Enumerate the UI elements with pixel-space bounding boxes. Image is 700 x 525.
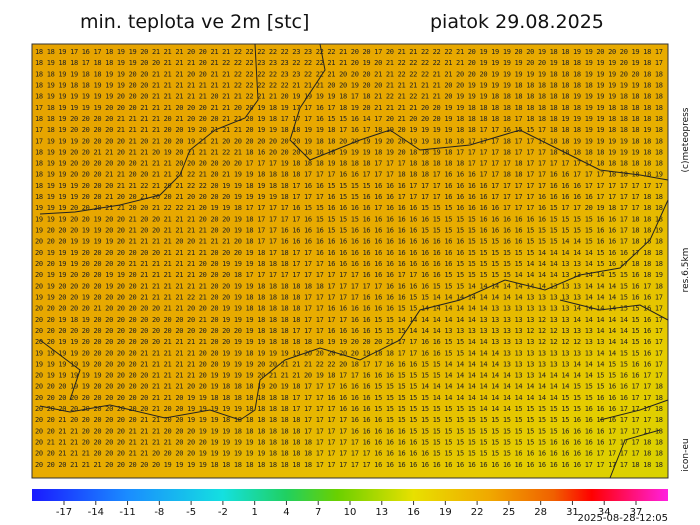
run-time: 2025-08-28-12:05 [577,513,668,524]
colorbar-label: -5 [186,507,196,518]
grid-row: 20 19 19 20 20 20 19 19 20 21 21 21 21 2… [35,271,663,279]
grid-row: 18 18 19 17 16 17 18 19 19 20 21 21 21 2… [35,48,663,56]
grid-row: 18 19 19 20 20 20 20 20 20 21 21 21 20 2… [35,160,663,168]
resolution: res.6.5km [681,248,691,293]
colorbar-label: 28 [534,507,547,518]
model: icon-eu [681,438,691,471]
grid-row: 20 20 19 18 19 20 20 20 20 20 20 20 20 2… [35,316,663,324]
grid-row: 19 19 19 19 19 20 20 20 20 21 21 21 21 2… [35,360,663,368]
colorbar-label: 31 [566,507,579,518]
colorbar-label: -2 [218,507,228,518]
grid-row: 18 18 19 19 18 18 19 19 20 20 21 21 21 2… [35,70,663,78]
colorbar-label: 16 [407,507,420,518]
grid-row: 19 19 19 19 20 20 20 20 20 21 21 21 21 2… [35,349,663,357]
grid-row: 20 20 20 21 21 21 20 20 20 20 20 19 19 1… [35,461,663,469]
colorbar-label: 4 [283,507,289,518]
grid-row: 20 20 19 19 20 20 20 20 20 20 20 21 21 2… [35,338,663,346]
grid-row: 18 19 19 19 19 19 19 20 20 20 21 21 21 2… [35,93,663,101]
colorbar [32,489,668,501]
colorbar-label: 22 [471,507,484,518]
grid-row: 20 20 21 21 20 20 20 20 21 21 21 20 20 2… [35,427,663,435]
grid-row: 17 19 19 19 20 20 20 20 21 20 21 20 20 1… [35,137,663,145]
grid-row: 19 19 19 20 20 20 21 21 20 20 21 22 22 2… [35,204,663,212]
borders [39,43,669,479]
grid-row: 20 21 21 21 20 20 20 20 21 21 21 21 20 2… [35,439,663,447]
colorbar-ticks: -17 -14 -11 -8 -5 -2 1 4 7 10 13 16 19 22 25 28 31 34 37 [56,501,643,518]
grid-row: 18 18 19 20 20 20 20 21 21 21 21 20 21 2… [35,115,663,123]
grid-row: 20 20 20 20 20 20 20 20 20 20 21 21 20 1… [35,394,663,402]
grid-row: 19 20 20 20 19 19 20 20 21 20 20 21 21 2… [35,227,663,235]
grid-row: 18 19 19 18 18 19 19 19 20 20 21 21 21 2… [35,81,663,89]
colorbar-label: 1 [251,507,257,518]
grid-row: 20 20 20 19 19 19 19 20 21 21 21 21 20 2… [35,238,663,246]
title: min. teplota ve 2m [stc] [80,11,309,33]
grid-row: 20 20 20 20 20 21 20 20 20 20 20 21 21 2… [35,305,663,313]
colorbar-label: 25 [503,507,516,518]
colorbar-label: 13 [375,507,388,518]
grid-row: 19 19 20 20 19 20 20 20 20 21 21 21 21 2… [35,293,663,301]
grid-row: 18 19 19 20 20 21 21 20 21 21 20 19 20 2… [35,148,663,156]
grid-row: 19 19 19 20 20 19 20 20 21 20 20 21 21 2… [35,215,663,223]
copyright: (c)meteopress [681,107,691,172]
colorbar-label: -17 [56,507,72,518]
grid-row: 18 19 19 20 20 20 21 21 20 20 21 21 21 2… [35,171,663,179]
grid-row: 18 19 19 19 20 20 21 20 20 21 20 20 21 2… [35,193,663,201]
colorbar-label: -11 [119,507,135,518]
grid-row: 20 20 21 20 20 20 20 20 20 21 21 20 20 1… [35,416,663,424]
colorbar-label: 34 [598,507,611,518]
grid-row: 18 19 18 18 17 18 18 19 19 20 20 21 21 2… [35,59,663,67]
grid-row: 20 20 20 20 20 20 20 20 20 20 21 20 20 1… [35,405,663,413]
grid-row: 18 19 19 19 20 20 20 21 21 22 21 20 21 2… [35,182,663,190]
grid-row: 20 19 19 19 20 20 20 20 20 20 20 21 21 2… [35,249,663,257]
colorbar-label: 7 [315,507,321,518]
grid-row: 20 19 19 19 19 19 20 20 20 20 21 21 21 2… [35,372,663,380]
colorbar-label: -8 [154,507,164,518]
value-grid: 18 18 19 17 16 17 18 19 19 20 21 21 21 2… [35,48,663,469]
colorbar-label: 37 [630,507,643,518]
grid-row: 20 20 20 20 20 20 20 20 20 20 20 20 20 2… [35,327,663,335]
grid-row: 17 18 19 20 20 20 20 21 21 21 21 20 20 1… [35,126,663,134]
grid-row: 20 20 20 19 19 20 20 20 20 20 21 21 21 2… [35,383,663,391]
grid-row: 17 18 19 19 19 19 20 20 20 21 21 21 20 2… [35,104,663,112]
colorbar-label: -14 [88,507,104,518]
colorbar-label: 19 [439,507,452,518]
grid-row: 20 19 20 20 20 20 19 20 20 21 21 21 21 2… [35,282,663,290]
date: piatok 29.08.2025 [430,11,604,33]
map-area [31,43,669,479]
colorbar-label: 10 [344,507,357,518]
grid-row: 20 20 19 19 20 20 20 20 21 21 21 21 21 2… [35,260,663,268]
grid-row: 20 20 21 21 21 20 20 20 21 21 20 20 20 2… [35,450,663,458]
